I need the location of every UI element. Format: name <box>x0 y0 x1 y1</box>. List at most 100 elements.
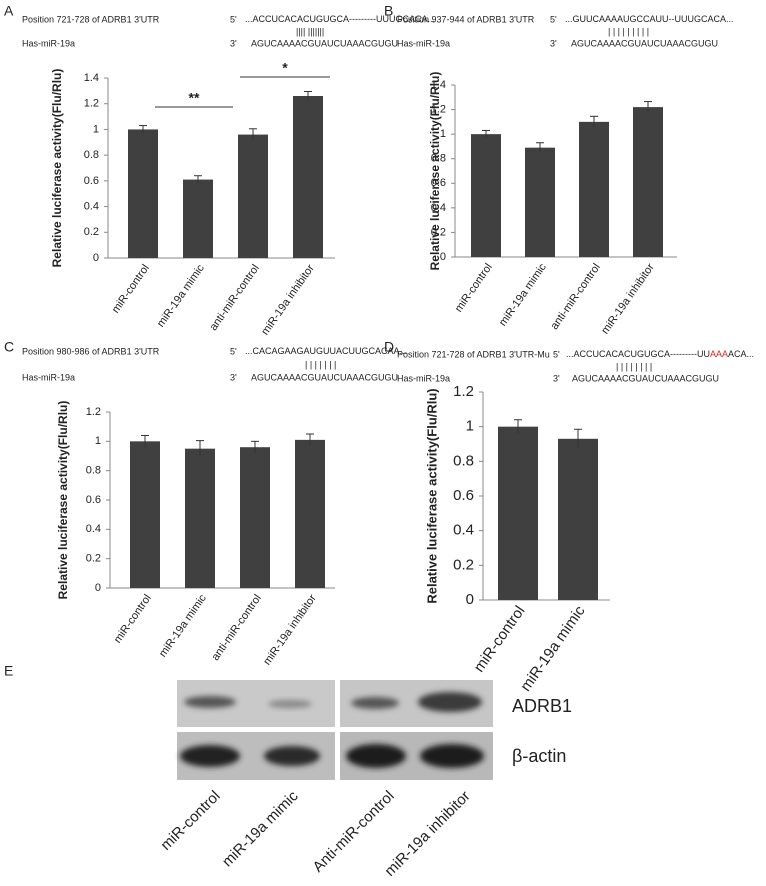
panel-label: D <box>384 339 394 355</box>
blot-band <box>346 744 406 768</box>
y-tick-label: 0 <box>440 251 446 263</box>
x-tick-label: miR-19a mimic <box>155 262 207 329</box>
x-tick-label: miR-control <box>110 263 152 316</box>
bar <box>633 107 663 257</box>
bar <box>185 448 215 588</box>
seq-mirna: Has-miR-19a <box>397 373 450 383</box>
seq-target: Position 721-728 of ADRB1 3'UTR-Mu <box>397 349 550 359</box>
blot-panel: E ADRB1 β-actin <box>4 663 572 780</box>
x-tick-label: miR-19a inhibitor <box>261 592 319 667</box>
blot-lane-label: miR-control <box>157 788 223 854</box>
bar <box>293 96 323 258</box>
y-tick-label: 1.4 <box>431 79 446 91</box>
y-tick-label: 0.8 <box>431 153 446 165</box>
y-tick-label: 0.4 <box>453 522 474 539</box>
x-tick-label: miR-19a mimic <box>157 592 209 659</box>
seq-five: 5' <box>550 14 557 24</box>
bar <box>295 439 325 588</box>
y-tick-label: 0.4 <box>431 202 446 214</box>
seq-pairing: | | | | | | | | <box>616 361 652 371</box>
y-tick-label: 1 <box>93 123 99 135</box>
blot-lane-label: Anti-miR-control <box>310 788 398 876</box>
significance-label: * <box>282 60 288 76</box>
x-tick-label: anti-miR-control <box>209 593 263 663</box>
y-axis-label: Relative luciferase activity(Flu/Rlu) <box>50 69 64 268</box>
seq-part: ACA... <box>728 349 754 359</box>
blot-band <box>351 697 399 709</box>
x-tick-label: miR-19a mimic <box>497 261 549 328</box>
blot-band <box>420 744 484 768</box>
panel-label: A <box>4 3 14 19</box>
bar <box>498 426 538 600</box>
blot-band <box>418 692 482 712</box>
seq-pairing: |||| ||||||| <box>296 26 324 36</box>
x-tick-label: miR-control <box>453 262 495 315</box>
bar <box>183 179 213 258</box>
blot-band <box>268 700 312 708</box>
y-tick-label: 0.4 <box>86 523 101 535</box>
seq-three: 3' <box>230 38 237 48</box>
blot-band <box>184 696 236 708</box>
y-tick-label: 0 <box>95 582 101 594</box>
seq-target: Position 721-728 of ADRB1 3'UTR <box>22 14 160 24</box>
bar <box>128 129 158 258</box>
y-tick-label: 0.6 <box>84 175 99 187</box>
panel-label: E <box>4 663 13 679</box>
blot-row-label: β-actin <box>512 746 566 766</box>
seq-three: 3' <box>553 373 560 383</box>
y-axis-label: Relative luciferase activity(Flu/Rlu) <box>428 72 442 271</box>
bar <box>471 134 501 257</box>
seq-three: 3' <box>550 38 557 48</box>
blot-row-label: ADRB1 <box>512 696 572 716</box>
seq-target: Position 937-944 of ADRB1 3'UTR <box>397 14 535 24</box>
seq-mirna-seq: AGUCAAAACGUAUCUAAACGUGU <box>251 372 398 382</box>
seq-target-seq: ...GUUCAAAAUGCCAUU--UUUGCACA... <box>565 14 734 24</box>
seq-three: 3' <box>230 372 237 382</box>
panel-label: C <box>4 339 14 355</box>
y-tick-label: 1.2 <box>84 98 99 110</box>
seq-part: ...GUUCAAAAUGCCAUU--UUUGCACA... <box>565 14 734 24</box>
bar <box>238 134 268 258</box>
y-tick-label: 1 <box>466 418 474 435</box>
seq-mirna-seq: AGUCAAAACGUAUCUAAACGUGU <box>251 38 398 48</box>
y-tick-label: 0.6 <box>453 487 474 504</box>
seq-mirna-seq: AGUCAAAACGUAUCUAAACGUGU <box>571 38 718 48</box>
seq-target-seq: ...ACCUCACACUGUGCA---------UUUGCACA... <box>245 14 435 24</box>
seq-five: 5' <box>553 349 560 359</box>
y-tick-label: 1 <box>95 435 101 447</box>
seq-mirna: Has-miR-19a <box>397 38 450 48</box>
bar <box>579 121 609 257</box>
panel-label: B <box>384 3 393 19</box>
seq-target-seq: ...CACAGAAGAUGUUACUUGCACAA... <box>245 346 407 356</box>
y-tick-label: 1.2 <box>86 406 101 418</box>
blot-band <box>180 745 240 767</box>
bar <box>525 147 555 257</box>
y-tick-label: 1 <box>440 128 446 140</box>
y-tick-label: 0.2 <box>86 553 101 565</box>
seq-five: 5' <box>230 346 237 356</box>
blot-band <box>264 746 320 766</box>
x-tick-label: miR-19a inhibitor <box>599 261 657 336</box>
y-tick-label: 0.8 <box>86 465 101 477</box>
y-tick-label: 0.8 <box>453 452 474 469</box>
x-tick-label: miR-control <box>112 593 154 646</box>
y-tick-label: 1.2 <box>453 383 474 400</box>
y-tick-label: 0.2 <box>453 556 474 573</box>
seq-mirna: Has-miR-19a <box>22 38 75 48</box>
seq-target-seq: ...ACCUCACACUGUGCA---------UUAAAACA... <box>566 349 754 359</box>
x-tick-label: anti-miR-control <box>207 263 261 333</box>
y-tick-label: 0 <box>93 252 99 264</box>
seq-part: AAA <box>710 349 728 359</box>
seq-mirna: Has-miR-19a <box>22 372 75 382</box>
y-tick-label: 0.2 <box>431 226 446 238</box>
seq-part: ...ACCUCACACUGUGCA---------UUUGCACA... <box>245 14 435 24</box>
bar <box>558 438 598 600</box>
x-tick-label: anti-miR-control <box>548 262 602 332</box>
seq-pairing: | | | | | | | | | <box>608 26 649 36</box>
y-tick-label: 1.4 <box>84 72 99 84</box>
bar <box>240 447 270 588</box>
y-tick-label: 0.8 <box>84 149 99 161</box>
seq-five: 5' <box>230 14 237 24</box>
seq-pairing: | | | | | | | <box>305 359 336 369</box>
